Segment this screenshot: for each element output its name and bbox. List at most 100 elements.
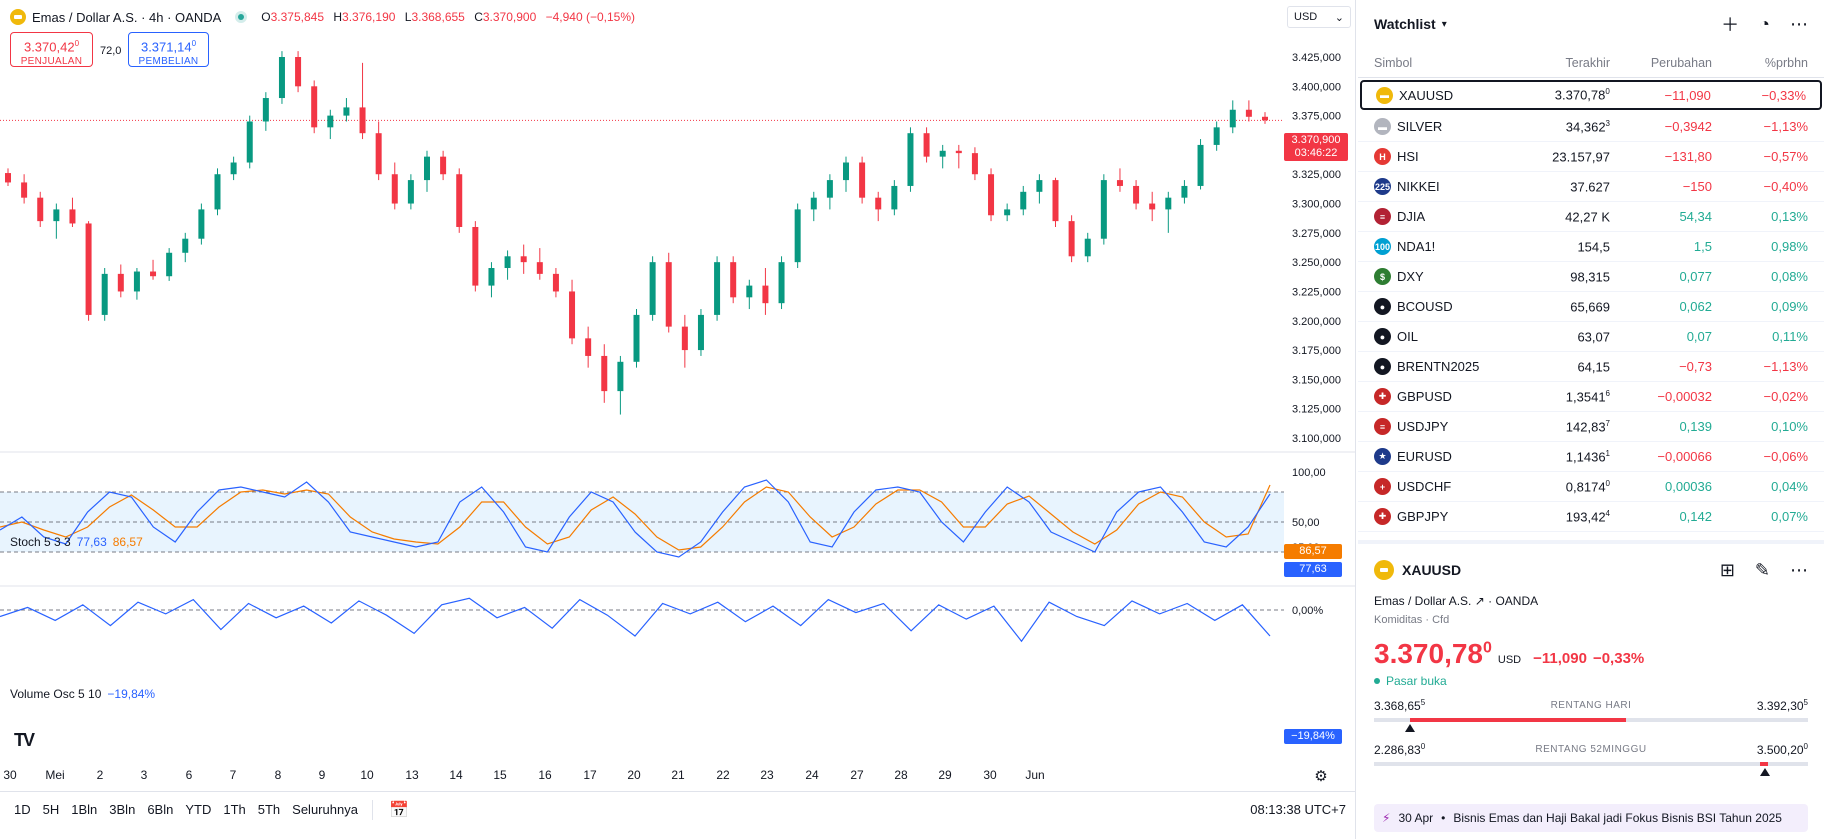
more-options-icon[interactable]: ⋯ [1790, 13, 1808, 34]
divider [371, 799, 373, 820]
candle-body [1020, 191, 1027, 210]
calendar-goto-icon[interactable]: 📅 [388, 801, 409, 819]
col-change[interactable]: Perubahan [1650, 55, 1712, 70]
candle-body [714, 262, 721, 315]
watchlist-row[interactable]: H HSI 23.157,97 −131,80 −0,57% [1358, 142, 1824, 172]
range-1d[interactable]: 1D [14, 802, 31, 817]
row-last-value: 65,669 [1570, 299, 1610, 315]
detail-price-row: 3.370,780 USD −11,090 −0,33% [1374, 638, 1808, 670]
watchlist-row[interactable]: + USDCHF 0,81740 0,00036 0,04% [1358, 472, 1824, 502]
candle-body [375, 133, 382, 175]
gold-icon [1374, 560, 1394, 580]
buy-button[interactable]: 3.371,140 PEMBELIAN [128, 32, 209, 67]
candle-body [359, 107, 366, 134]
candle-body [746, 285, 753, 298]
watchlist-row[interactable]: ● BCOUSD 65,669 0,062 0,09% [1358, 292, 1824, 322]
stoch-k-tag: 77,63 [1284, 562, 1342, 577]
range-all[interactable]: Seluruhnya [292, 802, 358, 817]
external-link-icon[interactable]: ↗ [1474, 594, 1485, 608]
range-5th[interactable]: 5Th [257, 802, 281, 817]
watchlist-row[interactable]: ▬ XAUUSD 3.370,780 −11,090 −0,33% [1360, 80, 1822, 110]
sell-button[interactable]: 3.370,420 PENJUALAN [10, 32, 93, 67]
price-tick: 3.100,000 [1292, 433, 1341, 445]
news-dot: • [1441, 811, 1446, 825]
row-pct: −0,02% [1763, 389, 1808, 404]
stoch-d-value: 86,57 [112, 535, 143, 549]
detail-symbol[interactable]: XAUUSD [1402, 562, 1462, 578]
oil-drop-icon: ● [1374, 328, 1391, 345]
watchlist-row[interactable]: ★ EURUSD 1,14361 −0,00066 −0,06% [1358, 442, 1824, 472]
watchlist-row[interactable]: 100 NDA1! 154,5 1,5 0,98% [1358, 232, 1824, 262]
advanced-view-icon[interactable]: ◔ [1759, 13, 1770, 34]
watchlist-row[interactable]: ● OIL 63,07 0,07 0,11% [1358, 322, 1824, 352]
candle-body [166, 252, 173, 277]
chevron-down-icon[interactable]: ▾ [1441, 18, 1447, 30]
stoch-legend[interactable]: Stoch 5 3 3 77,63 86,57 [10, 535, 143, 549]
candle-body [37, 197, 44, 222]
row-last: 1,14361 [1520, 449, 1610, 464]
col-last[interactable]: Terakhir [1565, 55, 1610, 70]
row-last-value: 37.627 [1570, 179, 1610, 195]
range-3bln[interactable]: 3Bln [109, 802, 136, 817]
candle-body [456, 174, 463, 227]
watchlist-row[interactable]: 225 NIKKEI 37.627 −150 −0,40% [1358, 172, 1824, 202]
row-change: 0,07 [1686, 329, 1712, 344]
row-last: 63,07 [1520, 329, 1610, 344]
row-last: 65,669 [1520, 299, 1610, 314]
chart-canvas[interactable]: 3.425,0003.400,0003.375,0003.350,0003.32… [0, 0, 1356, 791]
watchlist-title[interactable]: Watchlist [1374, 16, 1436, 32]
range-5h[interactable]: 5H [42, 802, 60, 817]
candle-body [1068, 221, 1075, 257]
tradingview-logo[interactable]: TV [14, 730, 35, 750]
col-symbol[interactable]: Simbol [1374, 55, 1413, 70]
candle-body [1052, 180, 1059, 222]
range-1th[interactable]: 1Th [223, 802, 246, 817]
range-ytd[interactable]: YTD [185, 802, 212, 817]
time-tick: 13 [405, 768, 419, 782]
watchlist-row[interactable]: ● BRENTN2025 64,15 −0,73 −1,13% [1358, 352, 1824, 382]
time-tick: 3 [140, 768, 148, 782]
row-change: 0,00036 [1665, 479, 1712, 494]
row-last-sup: 0 [1605, 478, 1610, 488]
chart-settings-gear-icon[interactable]: ⚙ [1314, 768, 1328, 785]
watchlist-row[interactable]: ≡ USDJPY 142,837 0,139 0,10% [1358, 412, 1824, 442]
day-high-sup: 5 [1803, 698, 1808, 707]
ohlc-close-key: C [474, 10, 483, 24]
chart-pane[interactable]: 3.425,0003.400,0003.375,0003.350,0003.32… [0, 0, 1356, 839]
range-6bln[interactable]: 6Bln [147, 802, 174, 817]
clock-timezone[interactable]: 08:13:38 UTC+7 [1250, 802, 1346, 817]
ohlc-low: 3.368,655 [411, 10, 465, 24]
row-last-value: 1,3541 [1565, 389, 1606, 405]
watchlist-row[interactable]: ▬ SILVER 34,3623 −0,3942 −1,13% [1358, 112, 1824, 142]
time-axis[interactable]: 30 Mei 2 3 6 7 8 9 10 13 14 15 16 17 20 21 22 23 24 27 28 29 3… [0, 766, 1300, 786]
grid-icon[interactable]: ⊞ [1719, 559, 1735, 580]
watchlist-row[interactable]: ✚ GBPUSD 1,35416 −0,00032 −0,02% [1358, 382, 1824, 412]
us-flag-icon: ≡ [1374, 208, 1391, 225]
candle-body [1181, 185, 1188, 198]
currency-select[interactable]: USD ⌄ [1287, 6, 1351, 28]
price-tick: 3.275,000 [1292, 228, 1341, 240]
market-status: Pasar buka [1374, 674, 1808, 688]
news-banner[interactable]: ⚡ 30 Apr • Bisnis Emas dan Haji Bakal ja… [1374, 804, 1808, 832]
time-tick: Mei [45, 768, 65, 782]
add-symbol-icon[interactable]: ＋ [1721, 15, 1740, 35]
range-1bln[interactable]: 1Bln [71, 802, 98, 817]
row-last: 142,837 [1520, 419, 1610, 434]
col-pct[interactable]: %prbhn [1764, 55, 1808, 70]
edit-icon[interactable]: ✎ [1754, 559, 1770, 580]
candle-body [794, 209, 801, 263]
market-status-text: Pasar buka [1386, 674, 1447, 688]
row-last-value: 193,42 [1565, 509, 1606, 525]
symbol-description[interactable]: Emas / Dollar A.S. · 4h · OANDA [32, 9, 222, 25]
row-change: −131,80 [1664, 149, 1712, 164]
candle-body [1262, 116, 1268, 121]
volosc-legend[interactable]: Volume Osc 5 10 −19,84% [10, 687, 155, 701]
row-last: 1,35416 [1520, 389, 1610, 404]
watchlist-row[interactable]: ≡ DJIA 42,27 K 54,34 0,13% [1358, 202, 1824, 232]
more-options-icon[interactable]: ⋯ [1790, 559, 1808, 580]
watchlist-row[interactable]: $ DXY 98,315 0,077 0,08% [1358, 262, 1824, 292]
flag-pair-icon: + [1374, 478, 1391, 495]
time-tick: 6 [185, 768, 193, 782]
watchlist-row[interactable]: ✚ GBPJPY 193,424 0,142 0,07% [1358, 502, 1824, 532]
row-pct: 0,10% [1771, 419, 1808, 434]
